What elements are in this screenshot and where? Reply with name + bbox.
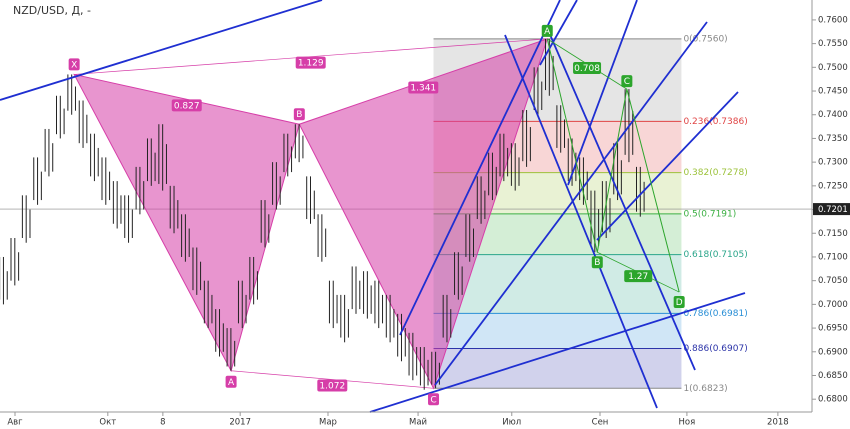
x-tick-label: Май [409,418,427,428]
label-box [591,256,603,269]
trend-line [547,29,696,371]
pattern-label: C [430,395,436,405]
trend-line [539,0,578,66]
y-tick-label: 0.7300 [818,158,848,168]
x-tick-label: Окт [99,418,116,428]
trend-line [567,0,638,186]
fib-band [433,313,682,349]
y-tick-label: 0.7050 [818,276,848,286]
pattern-leg [298,38,549,390]
pattern-label: 1.341 [410,84,436,94]
label-box [673,296,685,309]
pattern-leg [73,73,300,373]
y-tick-label: 0.7500 [818,63,848,73]
y-tick-label: 0.7000 [818,300,848,310]
label-box [68,58,80,71]
y-tick-label: 0.7600 [818,15,848,25]
pattern-label: X [71,60,77,70]
y-tick-label: 0.7450 [818,87,848,97]
y-tick-label: 0.7350 [818,134,848,144]
fib-label: 0.618(0.7105) [683,250,747,260]
pattern-label: 0.827 [174,101,200,111]
background: 0(0.7560) 0.236(0.7386) 0.382(0.7278) 0.5(0… [0,34,812,394]
trend-line [369,292,746,413]
price-bars [0,38,645,390]
label-box [621,75,633,88]
label-box [408,81,439,94]
fib-label: 0.5(0.7191) [683,209,736,219]
pattern-label: A [228,378,235,388]
x-tick-label: Авг [7,418,23,428]
label-box [171,99,202,112]
pattern-label: 0.708 [574,64,600,74]
y-tick-label: 0.6900 [818,347,848,357]
fib-label: 0.886(0.6907) [683,344,747,354]
pattern-line [546,38,680,293]
trend-line [0,0,323,101]
pattern-label: D [676,298,683,308]
y-tick-label: 0.7150 [818,229,848,239]
pattern-label: 1.27 [628,272,648,282]
x-tick-label: 2018 [767,418,789,428]
x-tick-label: Сен [592,418,609,428]
label-box [428,393,440,406]
x-tick-label: Ноя [679,418,696,428]
y-tick-label: 0.7400 [818,110,848,120]
pattern-label: B [296,110,302,120]
trend-line [434,21,708,386]
trend-line [596,91,739,241]
chart-title: NZD/USD, Д, - [13,4,91,17]
y-tick-label: 0.7550 [818,39,848,49]
pattern-label: B [594,258,600,268]
trend-line [399,0,561,336]
label-box [295,56,326,69]
trend-line [504,34,658,409]
x-tick-label: 8 [160,418,165,428]
label-box [624,270,653,283]
trend-lines [0,0,746,413]
fib-label: 0.236(0.7386) [683,117,747,127]
pattern-label: 1.072 [319,382,345,392]
fib-band [433,254,682,314]
last-price-label: 0.7201 [818,205,848,215]
pattern-label: A [544,27,551,37]
pattern-label: 1.129 [298,59,324,69]
y-tick-label: 0.7100 [818,252,848,262]
pattern-label: C [624,77,630,87]
label-box [541,24,553,37]
y-tick-label: 0.7250 [818,181,848,191]
y-tick-label: 0.6850 [818,371,848,381]
last-price-box [813,203,850,216]
x-tick-label: Июл [502,418,521,428]
fib-band [433,348,682,389]
y-tick-label: 0.6800 [818,395,848,405]
label-box [317,379,348,392]
label-box [573,62,602,75]
label-box [225,375,237,388]
y-tick-label: 0.6950 [818,324,848,334]
fib-label: 0.786(0.6981) [683,309,747,319]
fib-label: 0.382(0.7278) [683,168,747,178]
fib-label: 1(0.6823) [683,384,727,394]
title-bg [1,2,111,18]
x-tick-label: 2017 [229,418,251,428]
fib-label: 0(0.7560) [683,34,727,44]
label-box [293,108,305,121]
x-tick-label: Мар [319,418,337,428]
